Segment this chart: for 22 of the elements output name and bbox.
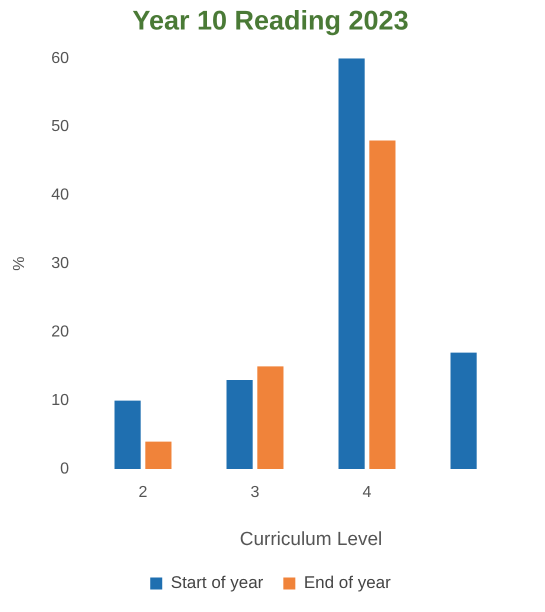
legend-label: Start of year — [170, 573, 264, 592]
y-tick-label: 0 — [60, 460, 70, 478]
legend-label: End of year — [304, 573, 392, 592]
y-tick-label: 40 — [51, 186, 70, 204]
y-tick-label: 50 — [51, 118, 70, 136]
bar — [145, 442, 172, 469]
y-axis-title: % — [11, 256, 28, 271]
x-tick-label: 3 — [250, 484, 260, 502]
x-tick-label: 4 — [362, 484, 372, 502]
bar — [257, 366, 284, 469]
y-tick-label: 20 — [51, 324, 70, 341]
y-tick-label: 60 — [51, 50, 70, 67]
x-tick-label: 2 — [138, 484, 148, 502]
bar — [226, 380, 253, 469]
bar — [369, 140, 396, 469]
x-axis-title: Curriculum Level — [240, 528, 382, 550]
y-tick-label: 10 — [51, 392, 70, 409]
y-tick-label: 30 — [51, 255, 70, 272]
bar — [114, 400, 141, 469]
bar — [450, 352, 477, 469]
bar — [338, 58, 365, 469]
chart-title: Year 10 Reading 2023 — [132, 6, 409, 36]
